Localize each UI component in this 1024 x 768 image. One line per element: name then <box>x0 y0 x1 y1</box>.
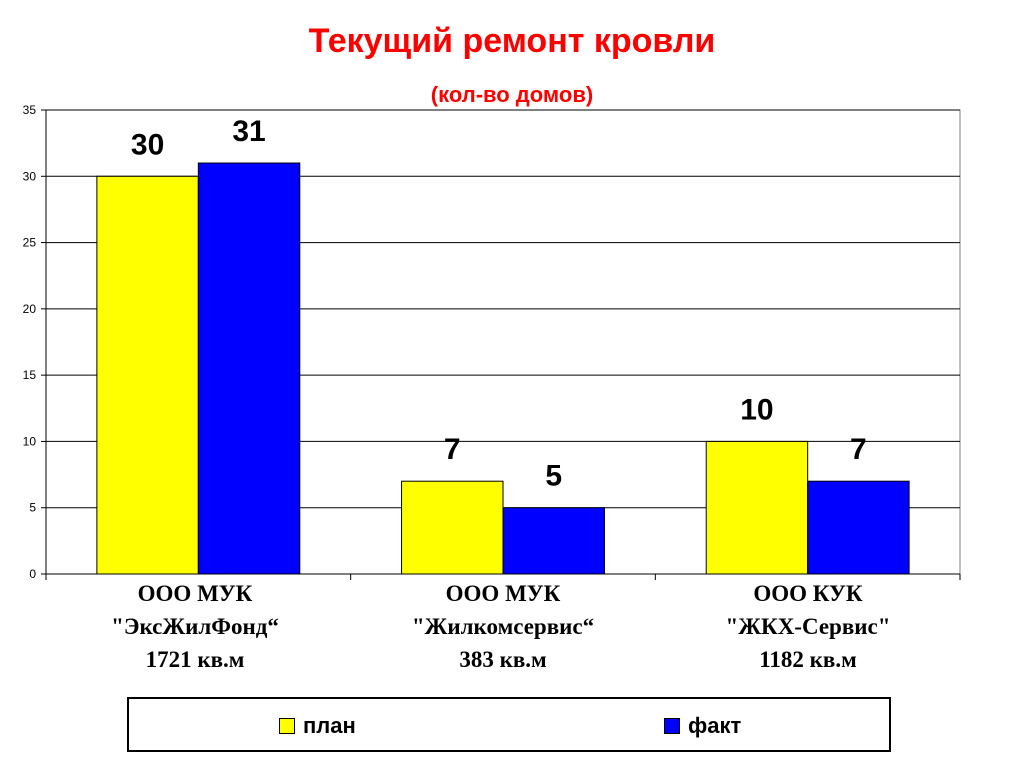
category-line: 383 кв.м <box>459 647 547 672</box>
category-line: 1721 кв.м <box>145 647 245 672</box>
y-tick-label: 10 <box>23 434 37 448</box>
category-line: ООО МУК <box>137 581 253 606</box>
y-tick-label: 25 <box>23 236 37 250</box>
legend-label-fact: факт <box>688 713 742 738</box>
category-line: 1182 кв.м <box>759 647 857 672</box>
bar-fact <box>502 507 605 575</box>
chart-subtitle: (кол-во домов) <box>430 82 594 107</box>
legend-swatch-plan <box>279 718 295 734</box>
category-line: ООО КУК <box>753 581 863 606</box>
legend-item-fact: факт <box>664 713 741 739</box>
category-label-2: ООО МУК "Жилкомсервис“ 383 кв.м <box>373 577 633 676</box>
bar-plan <box>705 440 809 575</box>
y-tick-label: 0 <box>29 567 36 581</box>
bar-chart: 0 5 10 15 20 25 30 35 30 7 10 31 5 7 <box>23 103 961 581</box>
category-line: ООО МУК <box>445 581 561 606</box>
bar-plan <box>96 175 199 575</box>
category-label-1: ООО МУК "ЭксЖилФонд“ 1721 кв.м <box>65 577 325 676</box>
data-label: 31 <box>232 115 265 148</box>
legend: план факт <box>127 697 891 752</box>
legend-item-plan: план <box>279 713 356 739</box>
y-tick-label: 20 <box>23 302 37 316</box>
category-label-3: ООО КУК "ЖКХ-Сервис" 1182 кв.м <box>678 577 938 676</box>
y-tick-label: 15 <box>23 368 37 382</box>
bar-fact <box>807 480 910 575</box>
y-tick-label: 5 <box>29 501 36 515</box>
bar-fact <box>197 162 301 575</box>
category-line: "ЖКХ-Сервис" <box>725 614 891 639</box>
legend-swatch-fact <box>664 718 680 734</box>
category-line: "ЭксЖилФонд“ <box>111 614 279 639</box>
data-label: 10 <box>740 393 773 426</box>
y-tick-label: 35 <box>23 103 37 117</box>
data-label: 7 <box>850 433 867 466</box>
data-label: 30 <box>131 128 164 161</box>
y-tick-label: 30 <box>23 169 37 183</box>
category-line: "Жилкомсервис“ <box>411 614 595 639</box>
legend-label-plan: план <box>303 713 356 738</box>
data-label: 5 <box>545 460 562 493</box>
chart-title: Текущий ремонт кровли <box>308 22 716 60</box>
data-label: 7 <box>444 433 461 466</box>
bar-plan <box>401 480 504 575</box>
